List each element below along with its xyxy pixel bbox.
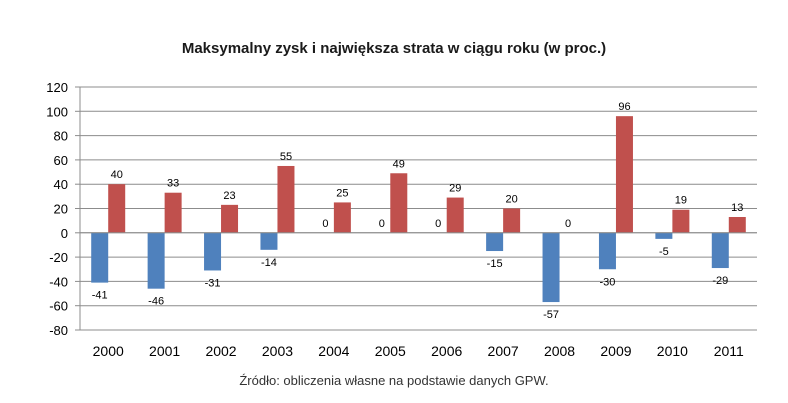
y-tick-label: 20 [54,202,68,217]
x-tick-label: 2000 [93,343,124,359]
chart-source: Źródło: obliczenia własne na podstawie d… [239,373,549,388]
bar-series-2-2002 [221,204,239,233]
x-tick-label: 2003 [262,343,293,359]
data-label-series-2-2006: 29 [449,183,461,195]
data-label-series-2-2008: 0 [565,218,571,230]
gridlines [80,86,757,331]
data-label-series-1-2009: -30 [600,276,616,288]
bar-series-1-2007 [486,232,504,252]
x-axis-ticks: 2000 2001 2002 2003 2004 2005 2006 2007 2008 2009… [93,343,744,359]
data-label-series-2-2001: 33 [167,178,179,190]
y-tick-label: -20 [49,250,68,265]
x-tick-label: 2001 [149,343,180,359]
data-label-series-1-2007: -15 [487,258,503,270]
bar-series-2-2007 [503,208,521,233]
data-label-series-2-2009: 96 [618,101,630,113]
x-tick-label: 2007 [488,343,519,359]
data-label-series-2-2005: 49 [393,158,405,170]
bar-series-2-2005 [390,173,408,233]
bar-series-1-2002 [204,232,222,271]
x-tick-label: 2004 [318,343,349,359]
data-label-series-1-2001: -46 [148,296,164,308]
y-tick-label: 120 [46,80,68,95]
bar-series-1-2010 [655,232,673,239]
x-tick-label: 2006 [431,343,462,359]
bar-series-2-2003 [277,165,295,233]
data-label-series-2-2004: 25 [336,187,348,199]
x-tick-label: 2008 [544,343,575,359]
data-label-series-2-2011: 13 [731,202,743,214]
x-tick-label: 2011 [714,343,744,359]
y-tick-label: 0 [61,226,68,241]
x-tick-label: 2009 [600,343,631,359]
data-label-series-1-2003: -14 [261,257,277,269]
data-label-series-1-2000: -41 [92,290,108,302]
data-labels: -41 -46 -31 -14 0 0 0 -15 -57 -30 -5 -29 40 33 23 55 25 4… [92,101,744,321]
data-label-series-2-2002: 23 [223,190,235,202]
bars [91,116,746,303]
x-tick-label: 2010 [657,343,688,359]
data-label-series-2-2010: 19 [675,195,687,207]
y-tick-label: 100 [46,104,68,119]
y-tick-label: 80 [54,129,68,144]
bar-series-2-2010 [672,209,690,233]
data-label-series-1-2008: -57 [543,309,559,321]
chart-title: Maksymalny zysk i największa strata w ci… [181,40,607,57]
data-label-series-1-2004: 0 [322,218,328,230]
bar-series-1-2000 [91,232,109,283]
bar-series-1-2009 [598,232,616,270]
data-label-series-2-2003: 55 [280,151,292,163]
data-label-series-1-2011: -29 [712,275,728,287]
bar-series-2-2001 [164,192,182,233]
y-tick-label: -80 [49,323,68,338]
data-label-series-1-2005: 0 [379,218,385,230]
bar-series-2-2000 [108,184,126,233]
bar-series-2-2006 [446,197,464,233]
data-label-series-2-2000: 40 [111,169,123,181]
y-tick-label: -60 [49,299,68,314]
y-tick-label: 60 [54,153,68,168]
y-tick-label: -40 [49,274,68,289]
bar-series-1-2003 [260,232,278,250]
x-tick-label: 2005 [375,343,406,359]
data-label-series-1-2010: -5 [659,246,669,258]
y-axis-ticks: -80 -60 -40 -20 0 20 40 60 80 100 120 [46,80,68,338]
y-tick-label: 40 [54,177,68,192]
bar-series-1-2008 [542,232,560,303]
data-label-series-1-2002: -31 [205,277,221,289]
x-tick-label: 2002 [205,343,236,359]
bar-series-2-2004 [333,202,351,233]
bar-series-1-2001 [147,232,165,289]
data-label-series-1-2006: 0 [435,218,441,230]
bar-series-2-2011 [728,217,746,233]
axes [75,86,757,331]
data-label-series-2-2007: 20 [506,194,518,206]
bar-series-1-2011 [711,232,729,269]
bar-series-2-2009 [615,116,633,233]
